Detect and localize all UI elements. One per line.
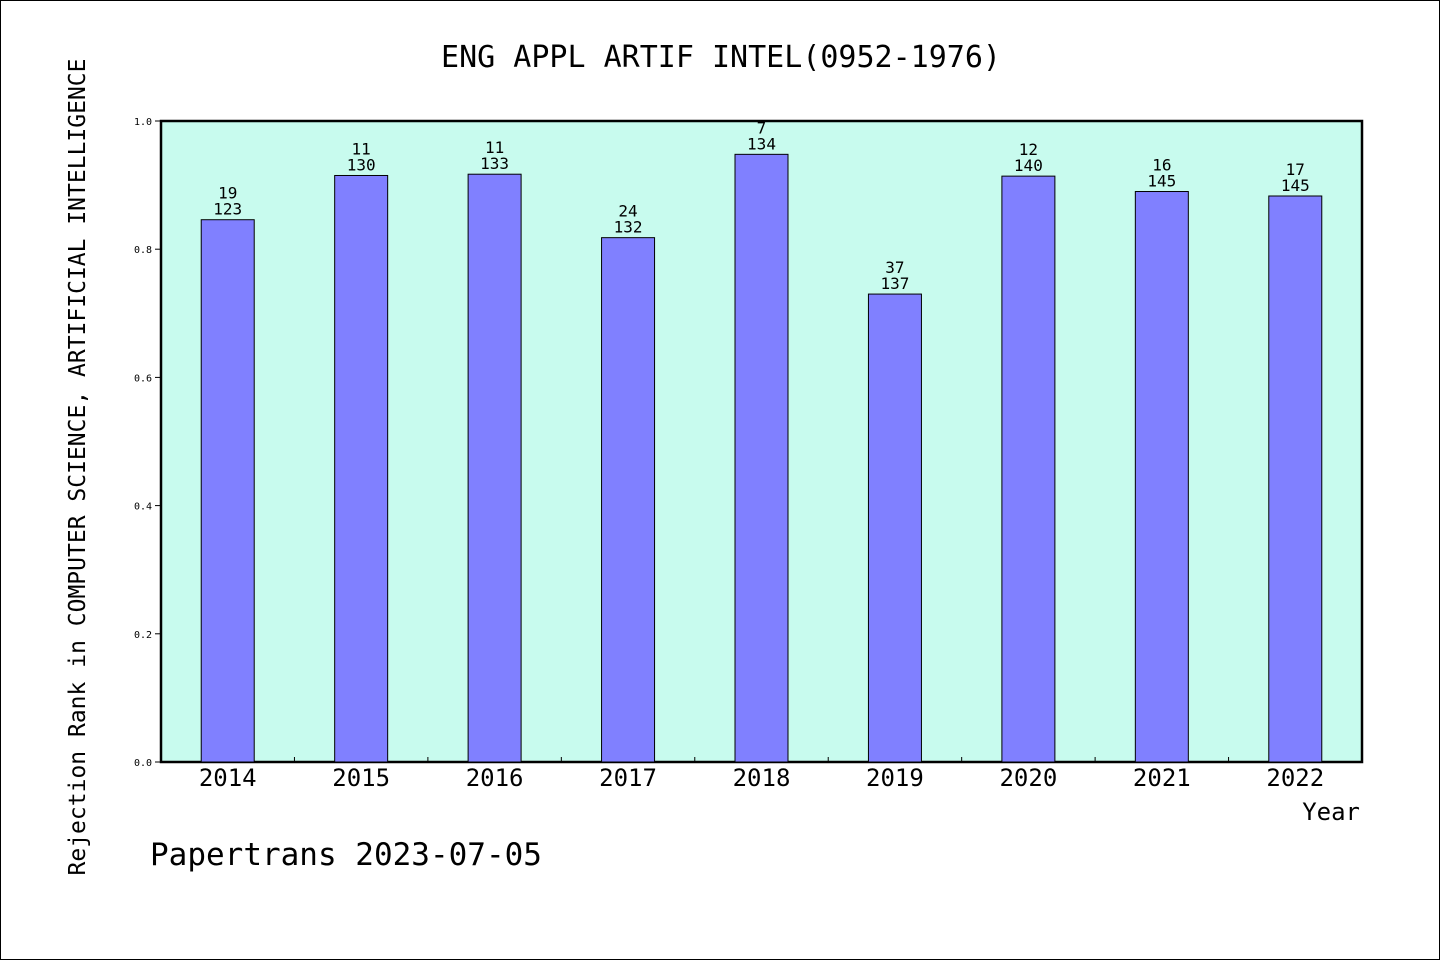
- bar-2022: [1268, 195, 1323, 763]
- bar-label-bottom: 133: [480, 154, 509, 173]
- bar-label-top: 7: [757, 118, 767, 137]
- x-tick-label: 2019: [866, 764, 924, 792]
- y-axis-label: Rejection Rank in COMPUTER SCIENCE, ARTI…: [65, 59, 91, 876]
- bar-label-top: 16: [1152, 156, 1171, 175]
- bar-label-bottom: 145: [1147, 172, 1176, 191]
- bar-label-bottom: 137: [880, 274, 909, 293]
- bar-label-bottom: 140: [1014, 156, 1043, 175]
- y-tick-label: 0.6: [134, 373, 152, 384]
- bar-label-bottom: 130: [347, 155, 376, 174]
- y-tick-label: 0.0: [134, 758, 152, 769]
- bar-2015: [334, 174, 389, 763]
- bar-2016: [467, 173, 522, 763]
- bar-2021: [1134, 191, 1189, 763]
- bar-2017: [601, 237, 656, 763]
- bar-label-bottom: 132: [614, 218, 643, 237]
- x-axis-ticks: 2014 2015 2016 2017 2018 2019 2020 2021 2022: [199, 757, 1324, 792]
- bar-label-top: 11: [485, 138, 504, 157]
- x-tick-label: 2014: [199, 764, 257, 792]
- bars: [200, 153, 1323, 763]
- x-tick-label: 2022: [1266, 764, 1324, 792]
- bar-label-bottom: 145: [1281, 176, 1310, 195]
- bar-label-top: 11: [352, 139, 371, 158]
- y-tick-label: 0.4: [134, 502, 152, 513]
- bar-label-top: 37: [885, 258, 904, 277]
- footer-credit: Papertrans 2023-07-05: [150, 837, 542, 873]
- y-tick-label: 1.0: [134, 117, 152, 128]
- bar-label-top: 12: [1019, 140, 1038, 159]
- x-axis-label: Year: [1302, 798, 1360, 826]
- y-tick-label: 0.2: [134, 630, 152, 641]
- bar-label-top: 19: [218, 184, 237, 203]
- bar-label-bottom: 123: [213, 200, 242, 219]
- bar-label-bottom: 134: [747, 134, 776, 153]
- y-tick-label: 0.8: [134, 245, 152, 256]
- bar-2014: [200, 219, 255, 763]
- bar-label-top: 17: [1286, 160, 1305, 179]
- bar-2020: [1001, 175, 1056, 763]
- x-tick-label: 2015: [332, 764, 390, 792]
- x-tick-label: 2016: [466, 764, 524, 792]
- x-tick-label: 2020: [999, 764, 1057, 792]
- x-tick-label: 2017: [599, 764, 657, 792]
- bar-label-top: 24: [618, 202, 637, 221]
- x-tick-label: 2021: [1133, 764, 1191, 792]
- bar-2019: [867, 293, 922, 763]
- x-tick-label: 2018: [733, 764, 791, 792]
- y-axis-ticks: 0.0 0.2 0.4 0.6 0.8 1.0: [134, 117, 161, 769]
- bar-2018: [734, 153, 789, 763]
- chart-title: ENG APPL ARTIF INTEL(0952-1976): [441, 40, 1001, 75]
